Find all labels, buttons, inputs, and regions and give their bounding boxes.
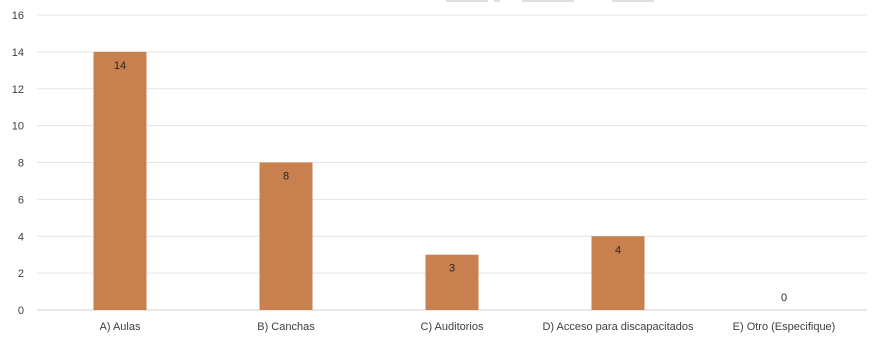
data-label: 8 [283,171,289,183]
y-tick-label: 10 [12,121,24,133]
bar [591,236,645,310]
y-tick-label: 0 [18,305,24,317]
bar [425,254,479,310]
y-tick-label: 8 [18,158,24,170]
y-tick-label: 12 [12,84,24,96]
y-tick-label: 14 [12,47,24,59]
x-axis-categories: A) Aulas B) Canchas C) Auditorios D) Acceso… [100,321,836,333]
data-label: 3 [449,263,455,275]
x-category-label: E) Otro (Especifique) [733,321,836,333]
x-category-label: A) Aulas [100,321,141,333]
y-tick-label: 4 [18,231,24,243]
data-label: 0 [781,292,787,304]
y-tick-label: 6 [18,194,24,206]
y-tick-label: 2 [18,268,24,280]
x-category-label: C) Auditorios [421,321,484,333]
bars [93,51,645,310]
y-tick-label: 16 [12,10,24,22]
y-axis-ticks: 0 2 4 6 8 10 12 14 16 [12,10,24,317]
data-label: 4 [615,244,621,256]
x-category-label: B) Canchas [257,321,315,333]
data-label: 14 [114,60,126,72]
data-labels: 14 8 3 4 0 [114,60,787,304]
bar [93,51,147,310]
bar [259,162,313,310]
x-category-label: D) Acceso para discapacitados [542,321,694,333]
